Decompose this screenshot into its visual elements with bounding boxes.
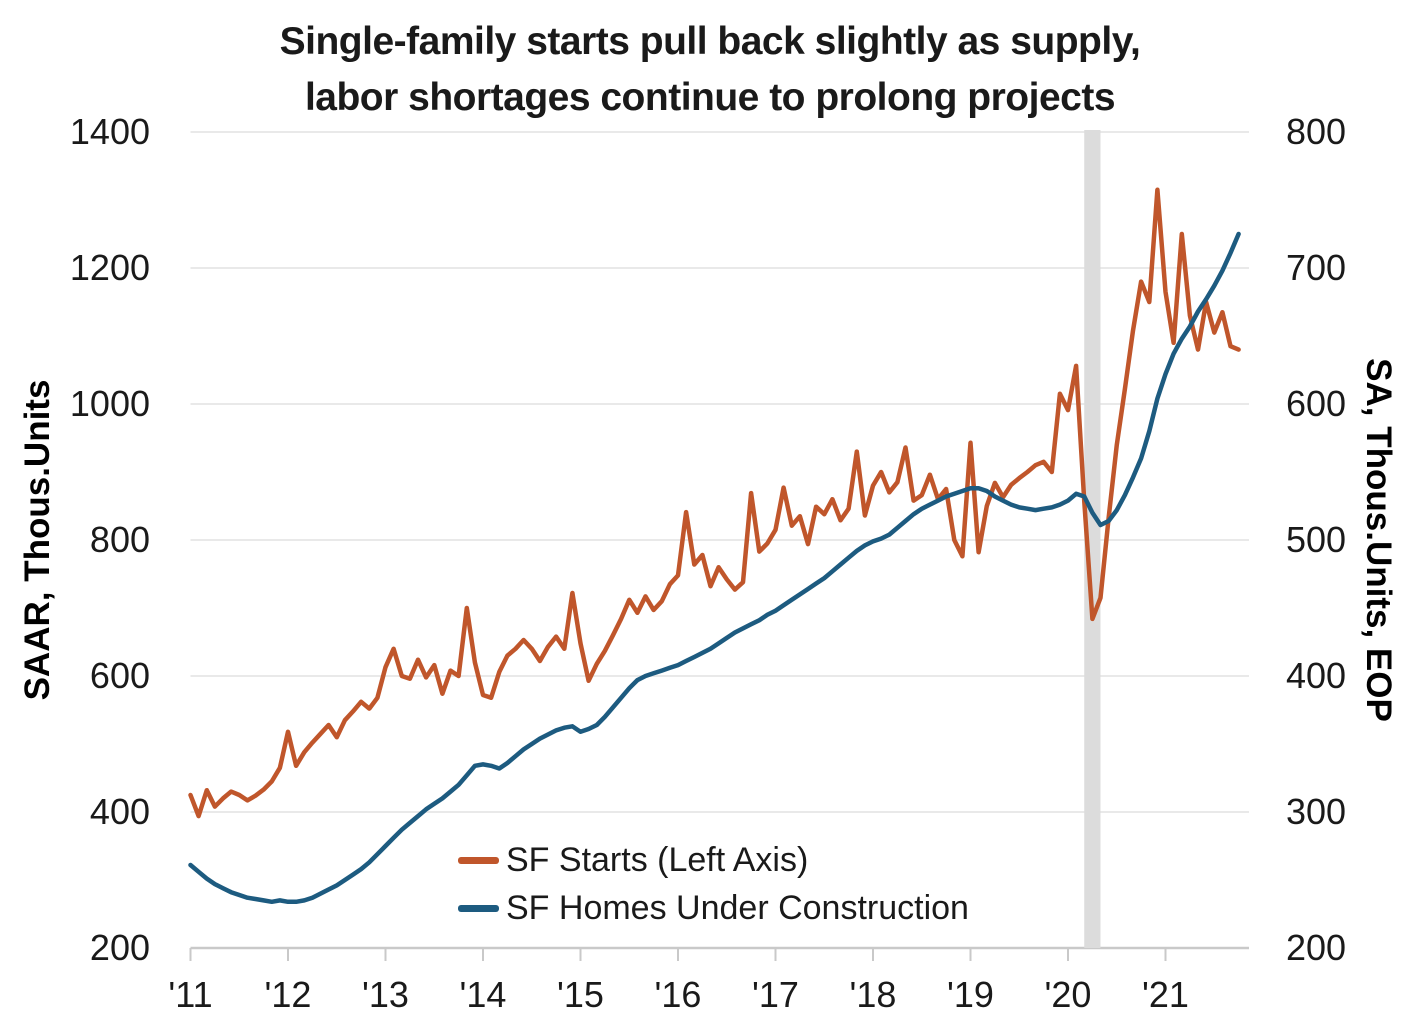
y-left-tick-label-800: 800 (90, 519, 150, 560)
x-tick-label-17: '17 (752, 974, 799, 1015)
left-axis-title: SAAR, Thous.Units (18, 379, 57, 701)
chart-title: Single-family starts pull back slightly … (70, 14, 1350, 126)
y-left-tick-label-200: 200 (90, 927, 150, 968)
y-right-tick-label-400: 400 (1286, 655, 1346, 696)
y-right-tick-label-300: 300 (1286, 791, 1346, 832)
x-tick-label-12: '12 (265, 974, 312, 1015)
x-tick-label-16: '16 (655, 974, 702, 1015)
chart-title-line2: labor shortages continue to prolong proj… (304, 76, 1116, 119)
y-right-tick-label-600: 600 (1286, 383, 1346, 424)
right-axis-title: SA, Thous.Units, EOP (1359, 358, 1398, 722)
legend-label-sf-starts: SF Starts (Left Axis) (506, 840, 809, 879)
recession-band (1084, 130, 1101, 948)
y-right-tick-label-200: 200 (1286, 927, 1346, 968)
x-tick-label-19: '19 (947, 974, 994, 1015)
legend-label-sf-homes-under-construction: SF Homes Under Construction (506, 888, 969, 927)
y-right-tick-label-800: 800 (1286, 111, 1346, 152)
x-tick-label-20: '20 (1045, 974, 1092, 1015)
x-tick-label-18: '18 (850, 974, 897, 1015)
x-tick-label-21: '21 (1142, 974, 1189, 1015)
chart-title-line1: Single-family starts pull back slightly … (279, 20, 1141, 63)
legend-item-sf-starts: SF Starts (Left Axis) (458, 836, 969, 884)
series-line-sf-homes-under-construction (188, 231, 1241, 905)
y-left-tick-label-600: 600 (90, 655, 150, 696)
legend-item-sf-homes-under-construction: SF Homes Under Construction (458, 884, 969, 932)
x-tick-label-13: '13 (362, 974, 409, 1015)
y-right-tick-label-500: 500 (1286, 519, 1346, 560)
y-right-tick-label-700: 700 (1286, 247, 1346, 288)
sf-starts-line-swatch (458, 856, 499, 864)
y-left-tick-label-1400: 1400 (70, 111, 150, 152)
y-left-tick-label-400: 400 (90, 791, 150, 832)
sf-homes-under-construction-line-swatch (458, 904, 499, 912)
y-left-tick-label-1000: 1000 (70, 383, 150, 424)
x-tick-label-11: '11 (168, 974, 212, 1015)
x-tick-label-15: '15 (557, 974, 604, 1015)
x-tick-label-14: '14 (460, 974, 507, 1015)
series-line-sf-starts-left-axis (188, 187, 1241, 819)
legend: SF Starts (Left Axis) SF Homes Under Con… (458, 836, 969, 932)
y-left-tick-label-1200: 1200 (70, 247, 150, 288)
